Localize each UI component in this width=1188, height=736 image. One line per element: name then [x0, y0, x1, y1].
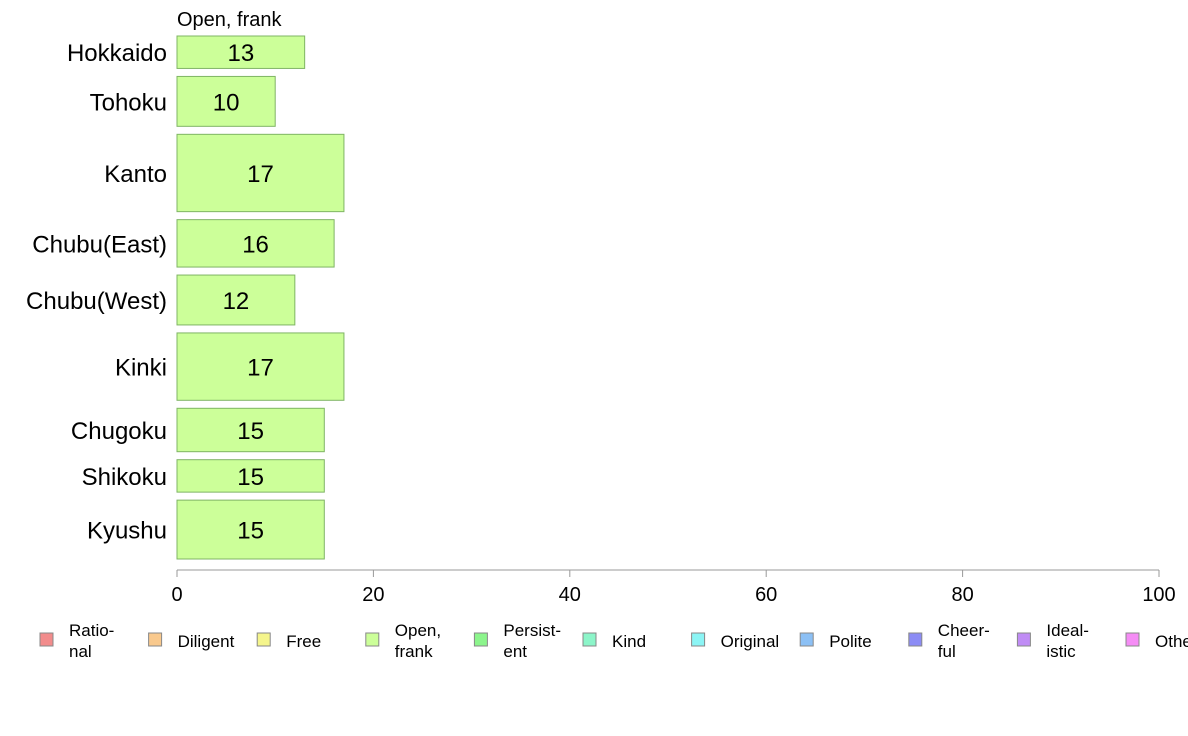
bar-kinki — [176, 332, 345, 401]
bars-group: 13 Hokkaido 10 Tohoku 17 Kanto 16 Chubu(East) 12… — [26, 35, 345, 560]
legend-item-diligent: Diligent — [148, 632, 235, 651]
legend-label-kind: Kind — [612, 632, 646, 651]
legend-item-open-frank: Open, frank — [365, 621, 441, 661]
legend-swatch-open-frank — [365, 632, 380, 647]
legend-label-diligent: Diligent — [178, 632, 235, 651]
legend-label-ideal-istic: Ideal- — [1046, 621, 1089, 640]
bar-value-kanto: 17 — [247, 161, 274, 188]
category-label-chubu-east: Chubu(East) — [32, 231, 167, 258]
bar-value-chugoku: 15 — [237, 418, 264, 445]
legend-label-other: Other — [1155, 632, 1188, 651]
legend-swatch-original — [691, 632, 706, 647]
bar-kanto — [176, 133, 345, 213]
bar-tohoku — [176, 75, 276, 127]
bar-chugoku — [176, 407, 325, 453]
legend-swatch-polite — [799, 632, 814, 647]
legend-label-cheer-ful: Cheer- — [938, 621, 990, 640]
legend-label-open-frank: Open, — [395, 621, 441, 640]
legend-label-ratio-nal: Ratio- — [69, 621, 114, 640]
bar-value-tohoku: 10 — [213, 89, 240, 116]
legend-swatch-ideal-istic — [1016, 632, 1031, 647]
chart-title: Open, frank — [177, 9, 283, 31]
x-tick-label-60: 60 — [755, 584, 777, 606]
legend-label-ratio-nal-line2: nal — [69, 642, 92, 661]
legend-label-cheer-ful-line2: ful — [938, 642, 956, 661]
legend-swatch-persist-ent — [473, 632, 488, 647]
bar-hokkaido — [176, 35, 306, 69]
legend-item-kind: Kind — [582, 632, 646, 651]
x-tick-label-80: 80 — [951, 584, 973, 606]
legend-item-other: Other — [1125, 632, 1188, 651]
category-label-tohoku: Tohoku — [90, 89, 167, 116]
legend-item-persist-ent: Persist-ent — [473, 621, 561, 661]
legend-swatch-diligent — [148, 632, 163, 647]
x-axis: 0 20 40 60 80 100 — [171, 569, 1176, 606]
legend-label-persist-ent-line2: ent — [503, 642, 527, 661]
bar-value-hokkaido: 13 — [227, 40, 254, 67]
category-label-hokkaido: Hokkaido — [67, 40, 167, 67]
bar-value-kinki: 17 — [247, 355, 274, 382]
legend-swatch-free — [256, 632, 271, 647]
legend-swatch-ratio-nal — [39, 632, 54, 647]
category-label-chubu-west: Chubu(West) — [26, 288, 167, 315]
bar-shikoku — [176, 459, 325, 493]
legend-label-polite: Polite — [829, 632, 872, 651]
category-label-kanto: Kanto — [104, 161, 167, 188]
legend-item-ratio-nal: Ratio-nal — [39, 621, 114, 661]
legend-item-polite: Polite — [799, 632, 872, 651]
legend-item-free: Free — [256, 632, 321, 651]
x-tick-label-40: 40 — [559, 584, 581, 606]
legend-item-original: Original — [691, 632, 780, 651]
legend-item-ideal-istic: Ideal-istic — [1016, 621, 1089, 661]
legend-swatch-kind — [582, 632, 597, 647]
category-label-shikoku: Shikoku — [82, 464, 167, 491]
bar-kyushu — [176, 499, 325, 560]
bar-value-kyushu: 15 — [237, 518, 264, 545]
legend-item-cheer-ful: Cheer-ful — [908, 621, 990, 661]
legend-label-persist-ent: Persist- — [503, 621, 561, 640]
category-label-kinki: Kinki — [115, 355, 167, 382]
legend-label-ideal-istic-line2: istic — [1046, 642, 1076, 661]
bar-chubu-west — [176, 274, 296, 326]
legend: Ratio-nal Diligent Free Open, frank Persist-e… — [39, 621, 1188, 661]
legend-label-free: Free — [286, 632, 321, 651]
x-tick-label-0: 0 — [171, 584, 182, 606]
x-tick-label-100: 100 — [1142, 584, 1175, 606]
category-label-chugoku: Chugoku — [71, 418, 167, 445]
legend-label-original: Original — [721, 632, 780, 651]
bar-value-shikoku: 15 — [237, 464, 264, 491]
bar-value-chubu-east: 16 — [242, 231, 269, 258]
legend-swatch-cheer-ful — [908, 632, 923, 647]
bar-chubu-east — [176, 219, 335, 268]
x-tick-label-20: 20 — [362, 584, 384, 606]
category-label-kyushu: Kyushu — [87, 518, 167, 545]
legend-label-open-frank-line2: frank — [395, 642, 433, 661]
bar-value-chubu-west: 12 — [223, 288, 250, 315]
legend-swatch-other — [1125, 632, 1140, 647]
